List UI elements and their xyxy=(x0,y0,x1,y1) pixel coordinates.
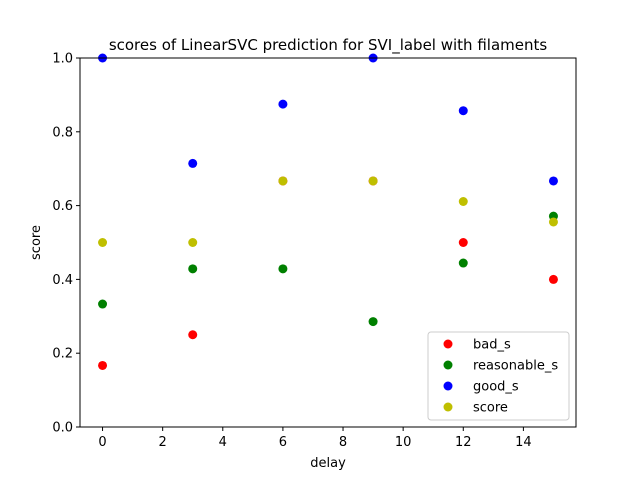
legend-label-score: score xyxy=(473,401,508,416)
point-bad_s xyxy=(98,360,108,370)
point-score xyxy=(458,197,468,207)
legend-label-good_s: good_s xyxy=(473,380,519,395)
point-score xyxy=(368,176,378,186)
legend-marker-bad_s xyxy=(443,339,453,349)
legend-marker-reasonable_s xyxy=(443,360,453,370)
point-bad_s xyxy=(458,238,468,247)
legend-label-bad_s: bad_s xyxy=(473,338,511,353)
x-tick-label: 6 xyxy=(279,435,287,450)
legend-box xyxy=(427,331,570,421)
point-good_s xyxy=(458,106,468,116)
plot-frame xyxy=(79,57,577,428)
x-tick-label: 10 xyxy=(395,435,412,450)
point-bad_s xyxy=(188,330,198,340)
y-tick-label: 0.0 xyxy=(52,421,73,436)
legend-marker-score xyxy=(443,402,453,412)
point-reasonable_s xyxy=(458,258,468,268)
point-score xyxy=(278,176,288,186)
y-tick-label: 0.4 xyxy=(52,273,73,288)
point-score xyxy=(548,217,558,227)
y-tick-label: 0.6 xyxy=(52,199,73,214)
y-tick-label: 0.8 xyxy=(52,125,73,140)
x-tick-label: 12 xyxy=(455,435,472,450)
point-score xyxy=(188,238,198,247)
point-reasonable_s xyxy=(278,264,288,274)
x-tick-label: 8 xyxy=(339,435,347,450)
chart-title: scores of LinearSVC prediction for SVI_l… xyxy=(109,36,548,55)
x-tick-label: 2 xyxy=(159,435,167,450)
point-reasonable_s xyxy=(98,299,108,309)
point-good_s xyxy=(188,158,198,168)
legend-marker-good_s xyxy=(443,381,453,391)
x-tick-label: 14 xyxy=(515,435,532,450)
point-reasonable_s xyxy=(188,264,198,274)
data-points xyxy=(98,53,558,370)
point-reasonable_s xyxy=(368,317,378,327)
axis-ticks: 0 2 4 6 8 10 12 14 0.0 0.2 0.4 0.6 0.8 1.0 xyxy=(52,52,531,451)
x-axis-label: delay xyxy=(310,456,346,471)
point-good_s xyxy=(548,176,558,186)
x-tick-label: 0 xyxy=(98,435,106,450)
point-score xyxy=(98,238,108,247)
y-tick-label: 1.0 xyxy=(52,52,73,67)
x-tick-label: 4 xyxy=(219,435,227,450)
legend-label-reasonable_s: reasonable_s xyxy=(473,359,558,374)
y-axis-label: score xyxy=(29,225,44,260)
point-bad_s xyxy=(548,274,558,284)
point-good_s xyxy=(278,99,288,109)
y-tick-label: 0.2 xyxy=(52,347,73,362)
